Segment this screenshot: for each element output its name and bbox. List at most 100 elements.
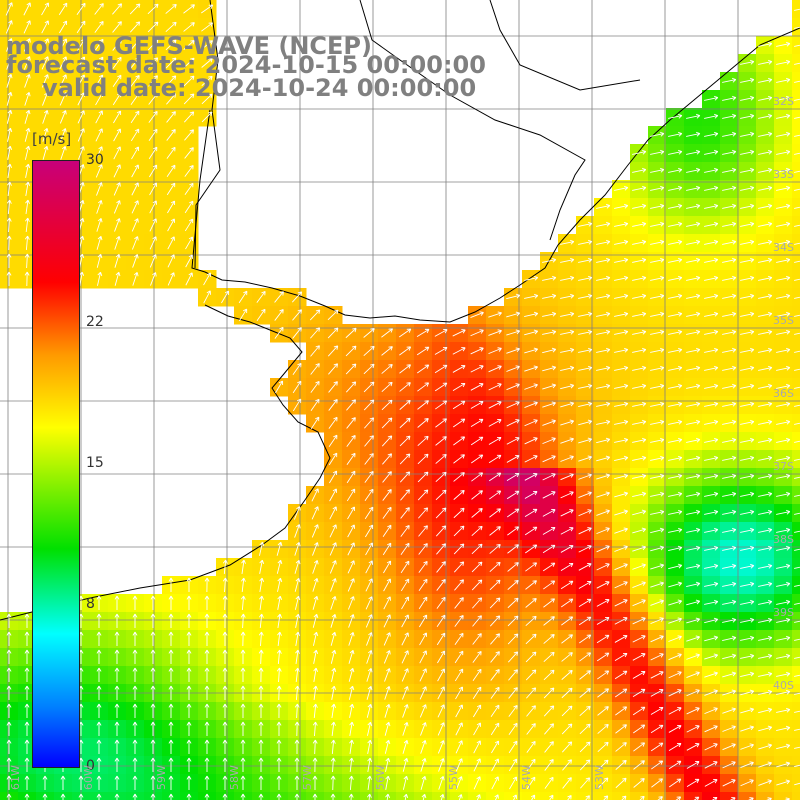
wind-arrow [668,347,683,353]
wind-arrow [346,470,356,484]
wind-arrow [597,741,609,753]
model-title: modelo GEFS-WAVE (NCEP) [6,32,372,60]
wind-arrow [632,545,646,552]
wind-arrow [776,41,791,47]
wind-arrow [686,491,701,497]
wind-arrow [526,758,536,772]
wind-arrow [542,544,556,554]
wind-arrow [579,652,592,662]
wind-arrow [435,454,447,464]
wind-arrow [543,669,555,681]
wind-arrow [132,595,138,610]
wind-arrow [578,563,592,571]
wind-arrow [632,617,646,625]
wind-arrow [794,584,800,587]
wind-arrow [168,595,174,610]
wind-arrow [776,491,791,497]
wind-cell [576,792,595,800]
wind-arrow [258,775,264,790]
wind-arrow [168,757,174,772]
wind-arrow [384,703,391,718]
wind-arrow [758,149,773,155]
wind-arrow [578,616,592,626]
wind-arrow [24,649,30,664]
wind-arrow [758,743,773,750]
wind-arrow [543,616,555,626]
wind-arrow [41,38,49,52]
wind-arrow [42,110,49,124]
wind-arrow [794,134,800,137]
wind-arrow [686,635,700,642]
wind-arrow [794,296,800,299]
wind-arrow [400,489,410,501]
wind-arrow [470,436,484,446]
wind-arrow [542,419,556,426]
wind-arrow [416,328,430,338]
wind-arrow [472,686,482,700]
wind-arrow [24,235,30,251]
wind-arrow [740,671,755,678]
wind-arrow [331,685,337,700]
wind-cell [774,792,793,800]
wind-arrow [147,21,159,33]
wind-arrow [309,309,321,321]
wind-cell [792,738,800,757]
wind-arrow [632,203,647,209]
wind-arrow [294,757,300,772]
wind-arrow [313,649,319,664]
wind-arrow [313,631,319,646]
wind-arrow [560,239,575,245]
wind-arrow [722,185,737,191]
wind-arrow [758,473,773,479]
wind-arrow [686,221,701,227]
wind-arrow [740,185,755,191]
wind-arrow [294,685,300,701]
wind-arrow [560,275,575,281]
wind-arrow [418,560,428,573]
wind-arrow [76,38,86,52]
wind-arrow [740,437,755,443]
wind-arrow [294,559,301,574]
wind-arrow [776,761,791,768]
wind-arrow [114,721,120,736]
wind-arrow [632,365,647,371]
wind-arrow [150,757,156,772]
wind-cell [720,792,739,800]
wind-arrow [722,653,737,660]
wind-arrow [132,649,138,664]
wind-arrow [524,383,538,390]
wind-arrow [114,685,120,700]
wind-arrow [149,218,157,232]
wind-arrow [668,239,683,245]
wind-arrow [650,491,665,497]
wind-arrow [560,257,575,263]
wind-arrow [401,668,409,682]
wind-arrow [41,20,49,34]
wind-arrow [221,290,230,304]
wind-arrow [5,20,13,34]
wind-cell [792,756,800,775]
wind-arrow [578,401,593,408]
wind-arrow [632,347,647,353]
wind-arrow [204,595,210,610]
wind-cell [792,360,800,379]
wind-arrow [722,455,737,461]
wind-arrow [490,686,500,699]
wind-arrow [526,687,537,699]
wind-cell [792,234,800,253]
wind-arrow [776,671,791,677]
wind-arrow [597,759,609,771]
wind-arrow [96,235,103,250]
wind-cell [792,522,800,541]
wind-arrow [722,95,737,101]
wind-arrow [578,545,592,553]
wind-arrow [384,668,391,682]
wind-arrow [455,704,463,718]
latitude-label: 35S [773,314,794,327]
wind-arrow [633,778,645,788]
wind-arrow [79,253,85,268]
wind-arrow [596,527,610,535]
wind-arrow [329,488,337,502]
wind-arrow [704,437,719,443]
wind-arrow [758,347,773,353]
